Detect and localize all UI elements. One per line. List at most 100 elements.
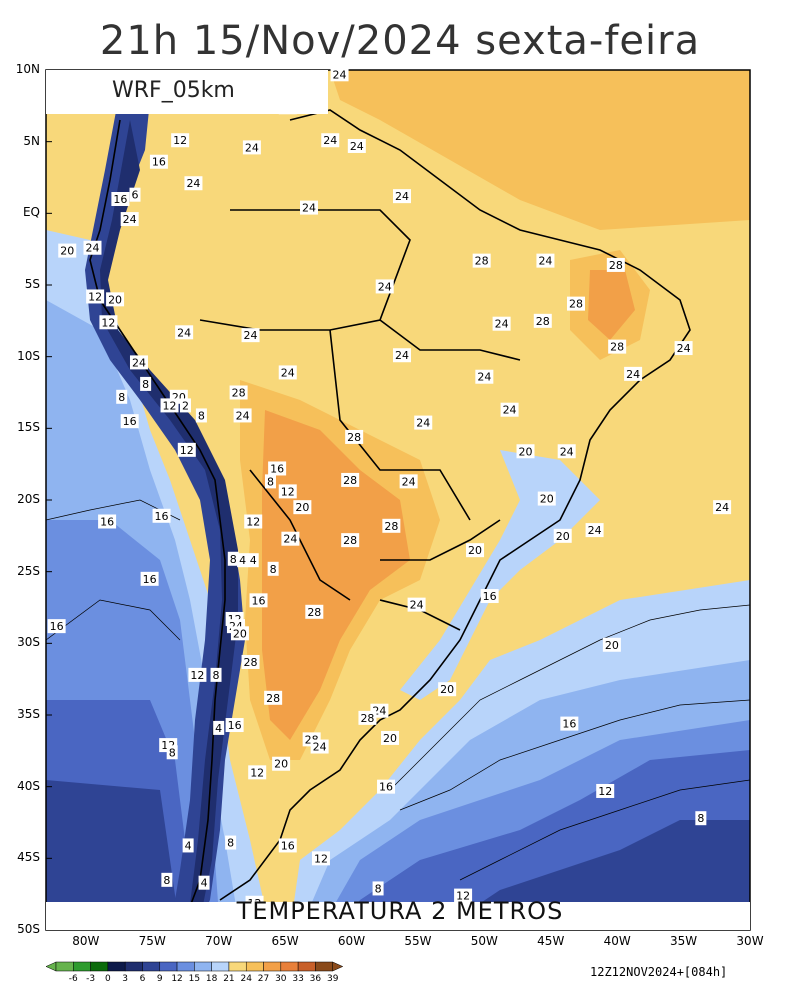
- lat-label: 40S: [17, 778, 40, 793]
- svg-text:28: 28: [475, 255, 489, 268]
- svg-text:12: 12: [246, 516, 260, 529]
- contour-label: 20: [537, 491, 556, 506]
- isotherms: [46, 499, 750, 881]
- lat-label: 30S: [17, 635, 40, 650]
- svg-text:16: 16: [252, 594, 266, 607]
- lat-label: 25S: [17, 563, 40, 578]
- svg-text:4: 4: [201, 877, 208, 890]
- svg-text:16: 16: [379, 781, 393, 794]
- contour-label: 8: [227, 551, 239, 566]
- contour-label: 28: [533, 313, 552, 328]
- colorbar-segment: [124, 961, 143, 972]
- contour-label: 20: [106, 292, 125, 307]
- contour-label: 8: [267, 561, 279, 576]
- contour-label: 20: [438, 682, 457, 697]
- svg-text:20: 20: [60, 245, 74, 258]
- contour-label: 8: [140, 376, 152, 391]
- contour-label: 24: [184, 176, 203, 191]
- contour-label: 16: [149, 154, 168, 169]
- svg-text:24: 24: [503, 404, 517, 417]
- contour-label: 8: [166, 745, 178, 760]
- contour-label: 8: [264, 474, 276, 489]
- contour-label: 24: [557, 444, 576, 459]
- svg-text:12: 12: [180, 444, 194, 457]
- svg-text:12: 12: [173, 134, 187, 147]
- contour-label: 12: [188, 667, 207, 682]
- colorbar-segment: [263, 961, 282, 972]
- svg-text:12: 12: [314, 852, 328, 865]
- mato-grosso-border: [329, 329, 471, 521]
- colorbar-segment: [228, 961, 247, 972]
- model-label-box: [46, 70, 328, 114]
- svg-text:24: 24: [281, 366, 295, 379]
- pacific-band-5: [46, 780, 180, 930]
- contour-label: 20: [381, 730, 400, 745]
- colorbar-label: 0: [105, 974, 111, 984]
- lat-label: 15S: [17, 420, 40, 435]
- lon-label: 65W: [271, 934, 299, 948]
- hot-northeast: [588, 270, 635, 340]
- contour-label: 28: [608, 339, 627, 354]
- contour-label: 28: [345, 429, 364, 444]
- contour-label: 28: [241, 654, 260, 669]
- svg-text:20: 20: [108, 293, 122, 306]
- colorbar-label: 21: [223, 974, 235, 984]
- contour-label: 8: [210, 667, 222, 682]
- svg-text:4: 4: [239, 554, 246, 567]
- svg-text:24: 24: [395, 190, 409, 203]
- svg-text:8: 8: [163, 874, 170, 887]
- svg-text:24: 24: [177, 326, 191, 339]
- svg-text:8: 8: [697, 812, 704, 825]
- contour-label: 12: [596, 783, 615, 798]
- colorbar-label: -3: [86, 974, 96, 984]
- colorbar-min-arrow: [45, 961, 57, 972]
- colorbar-label: 27: [257, 974, 270, 984]
- colorbar-segment: [159, 961, 178, 972]
- lat-label: 50S: [17, 922, 40, 936]
- svg-text:24: 24: [333, 68, 347, 81]
- atlantic-coastline: [219, 109, 691, 901]
- svg-text:24: 24: [186, 177, 200, 190]
- svg-text:28: 28: [343, 534, 357, 547]
- lon-label: 50W: [470, 934, 498, 948]
- contour-label: 2: [179, 398, 191, 413]
- warm-north-atlantic: [330, 70, 750, 230]
- contour-label: 16: [249, 593, 268, 608]
- colorbar-segment: [194, 961, 212, 972]
- colorbar-label: -6: [68, 974, 78, 984]
- svg-text:24: 24: [410, 599, 424, 612]
- contour-label: 12: [244, 514, 263, 529]
- lat-label: 45S: [17, 850, 40, 865]
- contour-label: 4: [247, 553, 259, 568]
- svg-text:12: 12: [88, 290, 102, 303]
- contour-label: 12: [248, 765, 267, 780]
- svg-text:16: 16: [228, 719, 242, 732]
- contour-label: 24: [242, 140, 261, 155]
- svg-text:20: 20: [233, 627, 247, 640]
- contour-label: 28: [606, 257, 625, 272]
- colorbar-label: 12: [171, 974, 183, 984]
- svg-text:20: 20: [468, 544, 482, 557]
- svg-text:16: 16: [155, 510, 169, 523]
- svg-text:28: 28: [232, 387, 246, 400]
- contour-label: 20: [553, 528, 572, 543]
- contour-label: 28: [305, 604, 324, 619]
- colorbar-label: 15: [188, 974, 201, 984]
- contour-label: 20: [272, 756, 291, 771]
- contour-label: 16: [377, 779, 396, 794]
- contour-label: 12: [171, 133, 190, 148]
- contour-label: 24: [233, 408, 252, 423]
- svg-text:8: 8: [118, 391, 125, 404]
- svg-text:24: 24: [538, 255, 552, 268]
- contour-label: 28: [358, 710, 377, 725]
- contour-label: 24: [347, 138, 366, 153]
- contour-label: 24: [414, 415, 433, 430]
- colorbar-segment: [107, 961, 126, 972]
- contour-label: 24: [500, 402, 519, 417]
- svg-text:6: 6: [131, 189, 138, 202]
- svg-text:12: 12: [163, 399, 177, 412]
- svg-text:20: 20: [519, 445, 533, 458]
- svg-text:16: 16: [281, 839, 295, 852]
- contour-label: 12: [311, 851, 330, 866]
- coastal-cool: [400, 450, 600, 700]
